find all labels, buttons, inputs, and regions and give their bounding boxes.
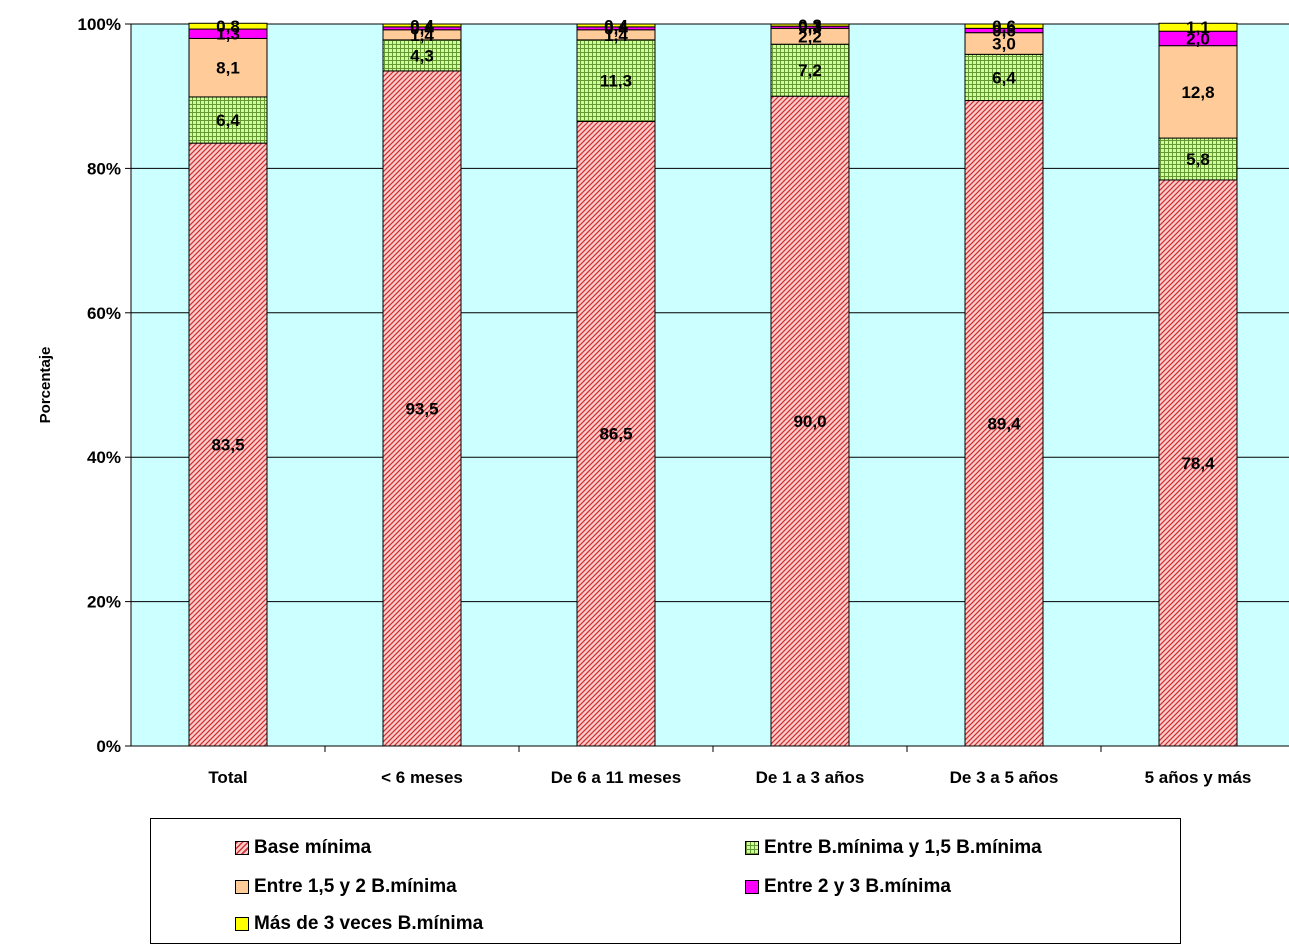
bar-value-label: 0,3: [798, 18, 822, 37]
y-tick-label: 40%: [87, 448, 121, 467]
legend-swatch: [235, 841, 249, 855]
bar-segment: [382, 23, 462, 28]
bar-segment: [576, 39, 656, 122]
y-tick-label: 80%: [87, 159, 121, 178]
legend-label: Entre B.mínima y 1,5 B.mínima: [764, 837, 1042, 858]
bars: [188, 22, 1238, 747]
legend-swatch: [235, 880, 249, 894]
bar-value-label: 0,3: [798, 16, 822, 35]
bar-value-label: 0,4: [604, 16, 628, 35]
x-tick-label: De 3 a 5 años: [950, 768, 1059, 787]
bar-value-label: 0,6: [992, 17, 1016, 36]
bar-value-label: 0,4: [410, 16, 434, 35]
legend-label: Más de 3 veces B.mínima: [254, 913, 484, 934]
bar-value-label: 12,8: [1181, 83, 1214, 102]
bar-value-label: 3,0: [992, 34, 1016, 53]
legend-item-entre-2-3: Entre 2 y 3 B.mínima: [745, 876, 951, 898]
bar-value-label: 4,3: [410, 46, 434, 65]
bar-segment: [964, 53, 1044, 102]
bar-segment: [382, 70, 462, 747]
bar-value-label: 11,3: [600, 72, 632, 91]
bar-segment: [1158, 22, 1238, 32]
bar-segment: [188, 22, 268, 30]
y-tick-label: 20%: [87, 593, 121, 612]
legend: Base mínima Entre B.mínima y 1,5 B.mínim…: [150, 818, 1181, 944]
gridlines: [131, 23, 1289, 603]
legend-label: Entre 2 y 3 B.mínima: [764, 876, 951, 897]
legend-label: Base mínima: [254, 837, 372, 858]
bar-value-label: 5,8: [1186, 150, 1210, 169]
axes: 0% 20% 40% 60% 80% 100% Total < 6 meses De 6 a 1…: [78, 15, 1289, 787]
bar-value-label: 0,8: [216, 17, 240, 36]
bar-value-label: 1,1: [1186, 18, 1210, 37]
bar-segment: [188, 142, 268, 747]
bar-segment: [770, 95, 850, 747]
x-tick-label: Total: [208, 768, 247, 787]
legend-swatch: [235, 917, 249, 931]
bar-value-label: 78,4: [1181, 454, 1215, 473]
y-tick-label: 60%: [87, 304, 121, 323]
bar-segment: [964, 23, 1044, 29]
bar-segment: [1158, 137, 1238, 181]
data-labels: 83,56,48,11,30,893,54,31,40,40,486,511,3…: [211, 16, 1215, 473]
bar-segment: [1158, 45, 1238, 139]
bar-segment: [964, 100, 1044, 747]
bar-segment: [770, 43, 850, 97]
bar-segment: [188, 96, 268, 144]
bar-segment: [1158, 179, 1238, 747]
x-tick-label: De 6 a 11 meses: [551, 768, 681, 787]
bar-value-label: 6,4: [216, 111, 240, 130]
bar-value-label: 0,6: [992, 21, 1016, 40]
x-tick-label: 5 años y más: [1145, 768, 1252, 787]
legend-item-entre-15-2: Entre 1,5 y 2 B.mínima: [235, 876, 457, 898]
x-tick-label: De 1 a 3 años: [756, 768, 865, 787]
plot-area: [131, 24, 1289, 746]
legend-item-entre-bmin-15: Entre B.mínima y 1,5 B.mínima: [745, 837, 1042, 859]
y-tick-label: 0%: [96, 737, 121, 756]
legend-swatch: [745, 841, 759, 855]
bar-value-label: 86,5: [599, 425, 632, 444]
bar-segment: [382, 39, 462, 72]
bar-value-label: 1,4: [410, 26, 434, 45]
bar-segment: [576, 23, 656, 28]
bar-value-label: 6,4: [992, 68, 1016, 87]
legend-item-mas-3: Más de 3 veces B.mínima: [235, 913, 483, 935]
bar-value-label: 93,5: [405, 399, 438, 418]
bar-value-label: 0,4: [410, 19, 434, 38]
bar-value-label: 1,4: [604, 26, 628, 45]
y-tick-label: 100%: [78, 15, 121, 34]
legend-label: Entre 1,5 y 2 B.mínima: [254, 876, 457, 897]
bar-value-label: 7,2: [798, 61, 822, 80]
bar-value-label: 90,0: [793, 412, 826, 431]
x-tick-label: < 6 meses: [381, 768, 463, 787]
bar-value-label: 2,2: [798, 27, 822, 46]
bar-value-label: 2,0: [1186, 29, 1210, 48]
bar-value-label: 89,4: [987, 414, 1021, 433]
legend-item-base-minima: Base mínima: [235, 837, 371, 859]
bar-value-label: 0,4: [604, 19, 628, 38]
bar-value-label: 83,5: [211, 436, 244, 455]
y-axis-label: Porcentaje: [37, 347, 54, 424]
legend-swatch: [745, 880, 759, 894]
bar-value-label: 8,1: [216, 59, 240, 78]
bar-segment: [770, 23, 850, 27]
bar-value-label: 1,3: [216, 25, 240, 44]
